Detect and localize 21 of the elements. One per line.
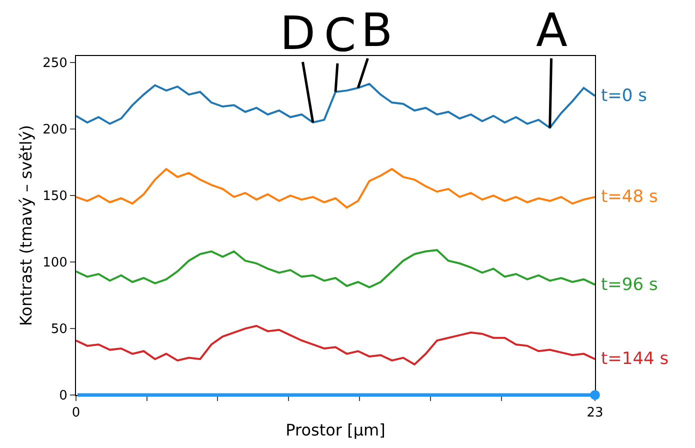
annotation: A (536, 3, 568, 57)
series-label: t=48 s (601, 187, 658, 207)
line-series (76, 324, 595, 366)
annotation: B (361, 3, 393, 57)
series-label: t=0 s (601, 86, 648, 106)
line-series (76, 249, 595, 288)
y-tick-label: 50 (50, 322, 68, 338)
y-tick-label: 150 (42, 189, 68, 204)
line-series (76, 82, 595, 129)
x-tick-label: 23 (586, 406, 604, 421)
series-label: t=144 s (601, 349, 669, 369)
line-series (76, 168, 595, 209)
annotation: D (280, 6, 316, 60)
y-tick-label: 250 (42, 56, 68, 72)
y-tick-label: 100 (42, 256, 68, 271)
y-tick-label: 200 (42, 122, 68, 138)
y-tick-label: 0 (59, 388, 68, 404)
y-axis-title: Kontrast (tmavý – světlý) (16, 124, 36, 326)
series-label: t=96 s (601, 275, 658, 295)
x-axis-title: Prostor [µm] (286, 420, 386, 440)
annotation: C (324, 8, 356, 62)
